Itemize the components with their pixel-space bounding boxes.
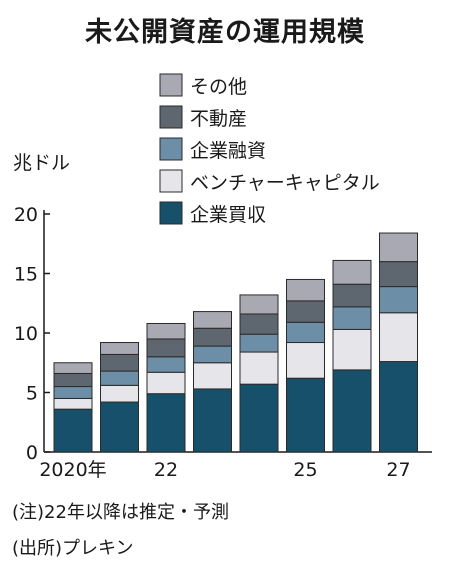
x-tick-label: 25 xyxy=(293,459,317,481)
legend-swatch xyxy=(159,201,183,225)
y-tick-label: 10 xyxy=(14,323,38,345)
legend-label: 企業買収 xyxy=(190,204,266,226)
y-axis-unit-label: 兆ドル xyxy=(13,152,71,174)
bar-segment xyxy=(100,342,139,355)
y-tick-label: 5 xyxy=(26,383,38,405)
bar-segment xyxy=(193,388,232,453)
x-tick-label: 2020年 xyxy=(39,459,106,481)
bar-segment xyxy=(193,311,232,329)
bars xyxy=(53,232,418,453)
bar-segment xyxy=(379,286,418,314)
note-source: (出所)プレキン xyxy=(12,538,134,559)
bar-segment xyxy=(146,371,186,395)
bar-segment xyxy=(332,259,372,285)
bar-segment xyxy=(53,386,93,399)
bar-segment xyxy=(286,342,325,379)
bar-segment xyxy=(193,362,232,390)
x-tick-label: 22 xyxy=(154,459,178,481)
x-tick-label: 27 xyxy=(386,459,410,481)
bar-segment xyxy=(239,313,279,335)
bar-segment xyxy=(146,393,186,453)
bar-segment xyxy=(193,345,232,364)
bar-segment xyxy=(100,353,139,372)
legend-label: ベンチャーキャピタル xyxy=(190,172,380,194)
y-tick-label: 0 xyxy=(26,442,38,464)
bar-segment xyxy=(146,322,186,340)
bar-segment xyxy=(379,312,418,363)
legend-swatch xyxy=(159,169,183,193)
y-tick-label: 20 xyxy=(14,204,38,226)
bar-segment xyxy=(239,333,279,353)
bar-segment xyxy=(53,397,93,410)
bar-segment xyxy=(193,327,232,347)
bar-segment xyxy=(332,306,372,330)
bar-segment xyxy=(239,383,279,453)
bar-segment xyxy=(286,300,325,323)
bar-segment xyxy=(332,328,372,371)
bar-segment xyxy=(53,408,93,453)
bar-segment xyxy=(286,278,325,302)
bar-segment xyxy=(239,294,279,315)
bar-segment xyxy=(332,283,372,308)
legend-label: その他 xyxy=(190,76,247,98)
bar-segment xyxy=(53,362,93,374)
x-axis: 2020年 22 25 27 xyxy=(39,459,410,481)
bar-segment xyxy=(379,261,418,288)
bar-segment xyxy=(53,372,93,388)
legend-swatch xyxy=(159,137,183,161)
bar-segment xyxy=(286,377,325,453)
y-tick-label: 15 xyxy=(14,264,38,286)
bar-segment xyxy=(100,370,139,386)
note-estimate: (注)22年以降は推定・予測 xyxy=(12,502,229,523)
chart-title: 未公開資産の運用規模 xyxy=(85,17,365,48)
bar-segment xyxy=(379,361,418,453)
legend-label: 不動産 xyxy=(190,108,247,130)
bar-segment xyxy=(239,351,279,385)
bar-segment xyxy=(100,384,139,403)
bar-segment xyxy=(286,321,325,344)
bar-segment xyxy=(379,232,418,263)
legend-swatch xyxy=(159,73,183,97)
bar-segment xyxy=(146,338,186,358)
bar-segment xyxy=(332,369,372,453)
bar-segment xyxy=(146,356,186,373)
bar-segment xyxy=(100,401,139,453)
legend-label: 企業融資 xyxy=(190,140,266,162)
legend-swatch xyxy=(159,105,183,129)
